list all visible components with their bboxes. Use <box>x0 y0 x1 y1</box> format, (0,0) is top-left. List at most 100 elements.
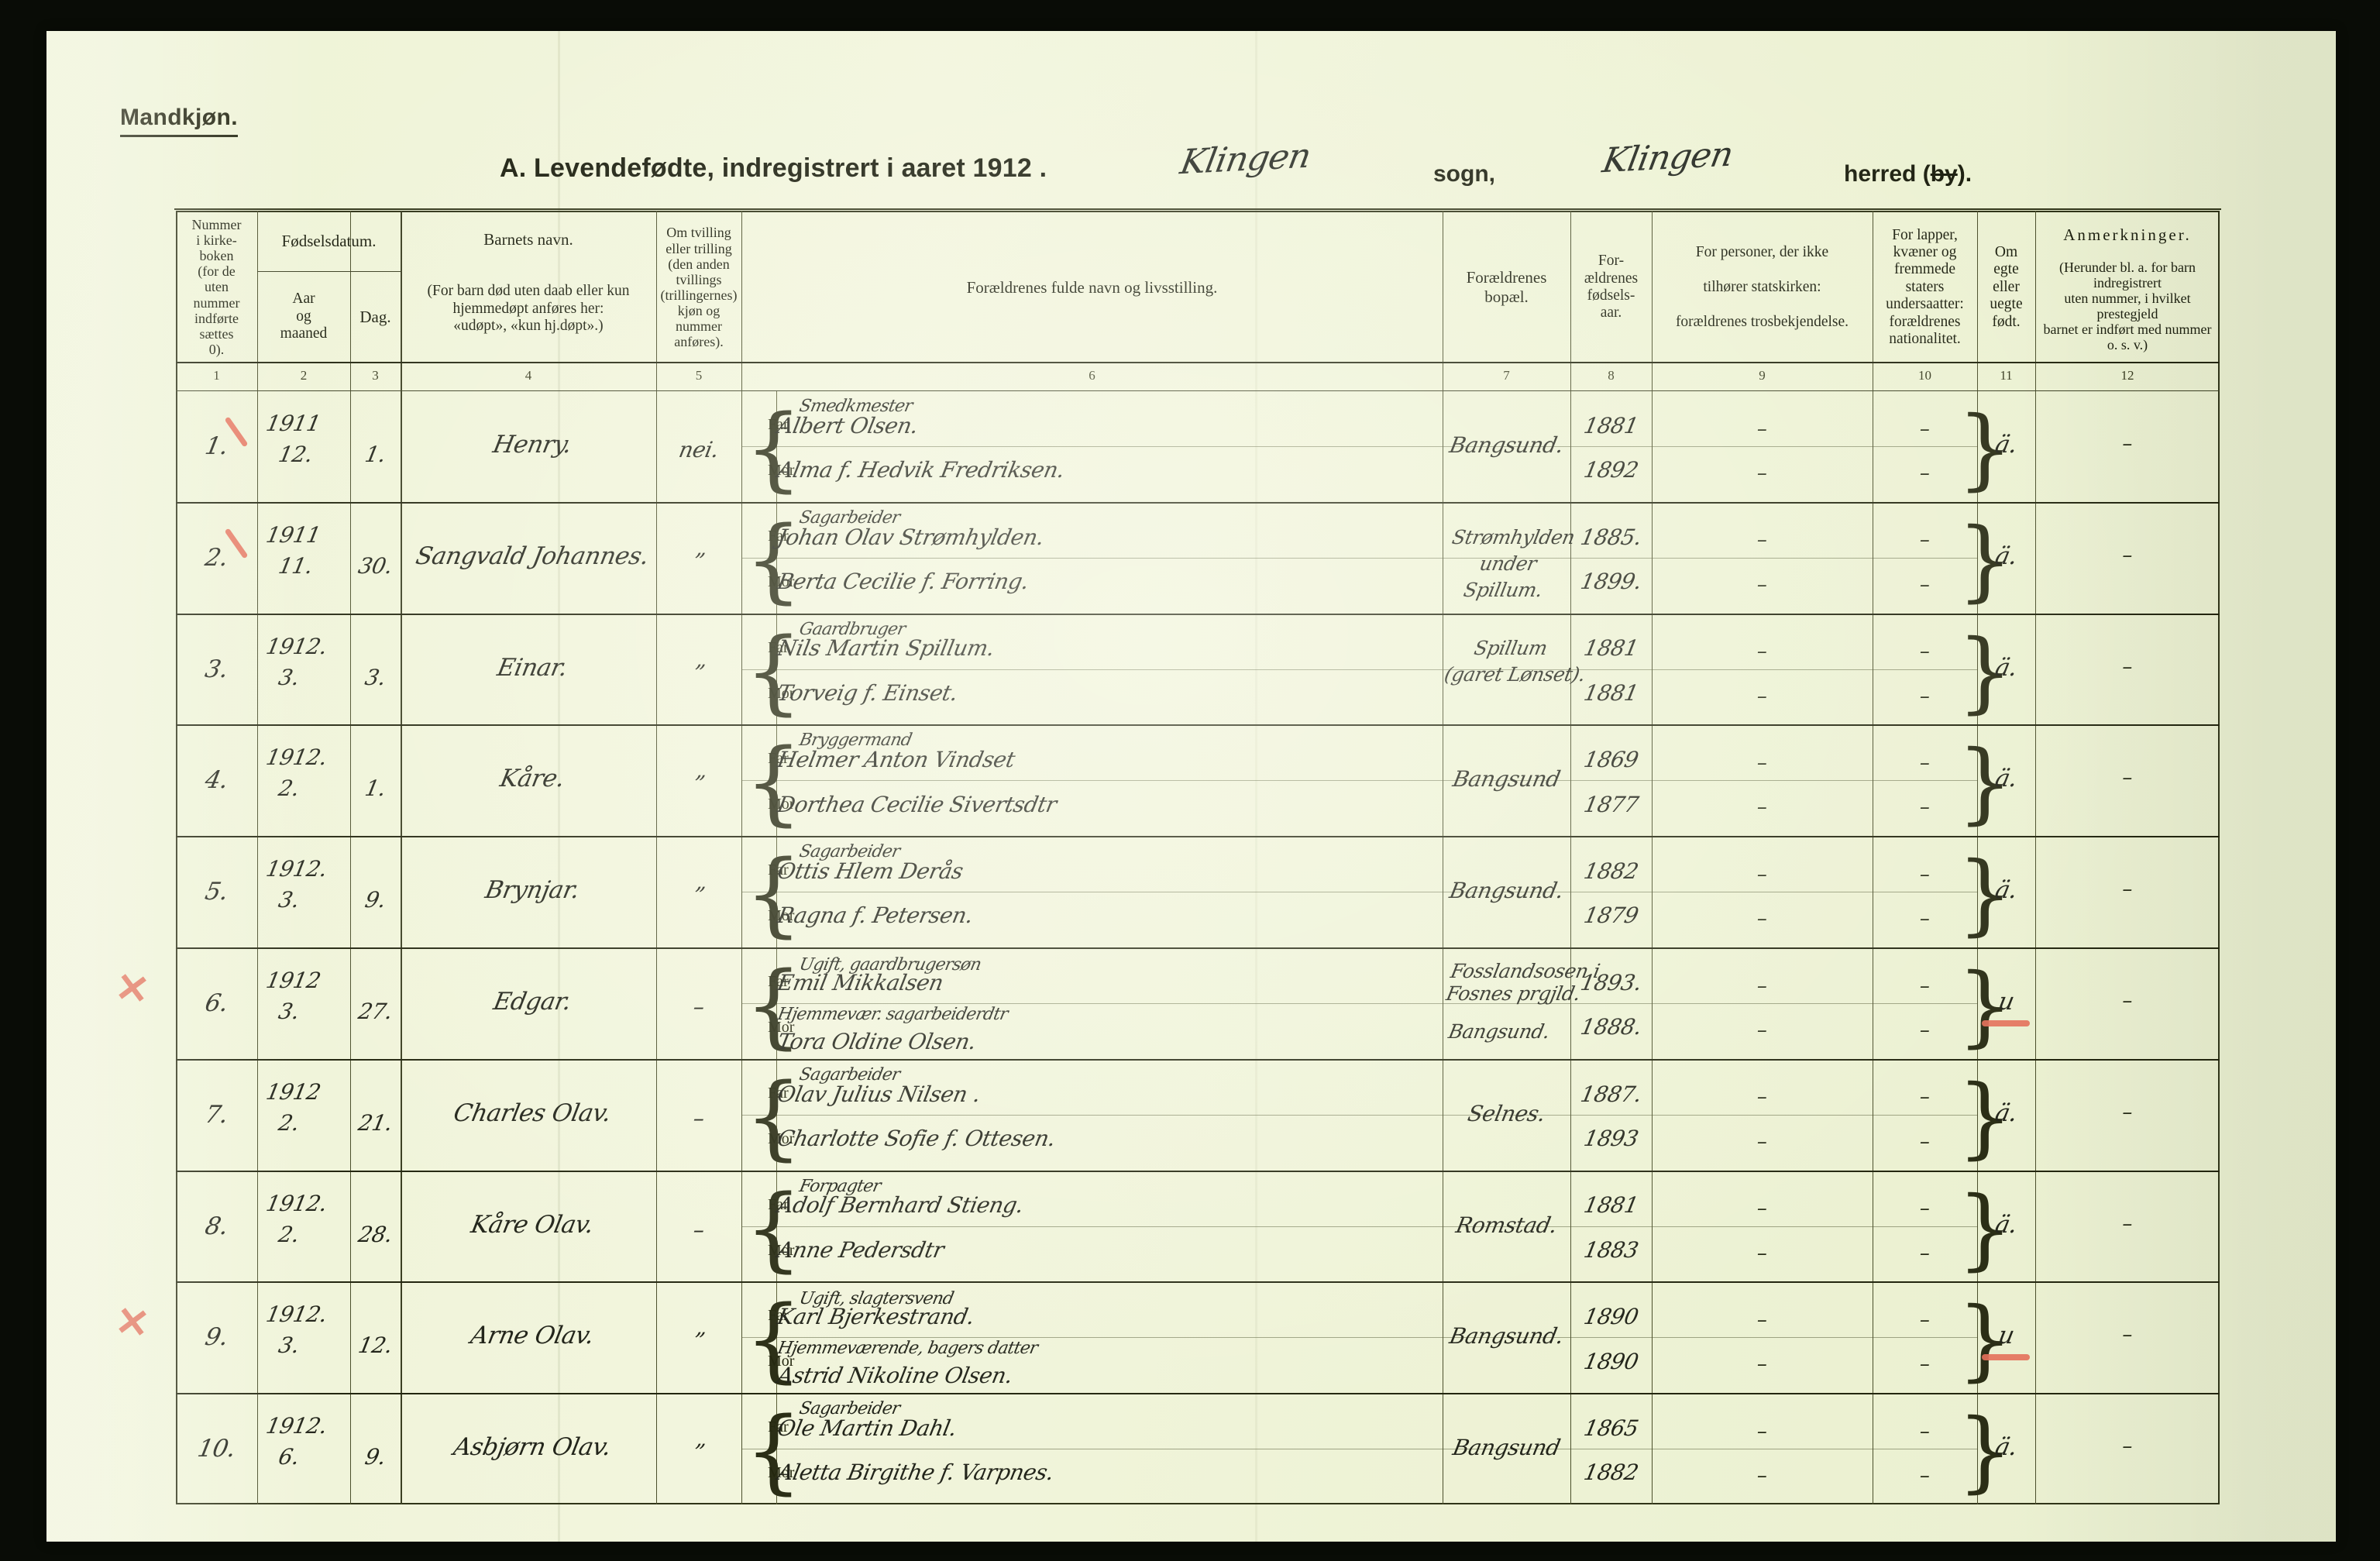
far-mor-separator <box>741 557 1652 559</box>
table-row-number: 6. <box>202 989 231 1017</box>
table-row-remarks: – <box>2120 1435 2135 1459</box>
table-row-twin-note: ” <box>690 548 707 574</box>
table-row-birth-year: 1911 <box>263 410 323 436</box>
table-row-remarks: – <box>2120 989 2135 1013</box>
table-row-far-label: Far <box>768 1084 789 1102</box>
page-title: A. Levendefødte, indregistrert i aaret 1… <box>500 153 1047 183</box>
column-number-7: 7 <box>1503 368 1510 383</box>
table-row-birth-day: 9. <box>363 887 388 913</box>
table-row-remarks: – <box>2120 655 2135 679</box>
table-row-mor-label: Mor <box>768 1019 795 1037</box>
sex-heading: Mandkjøn. <box>120 105 238 137</box>
table-row-far-label: Far <box>768 416 789 434</box>
table-row-birth-year: 1912. <box>263 1301 329 1328</box>
red-underline-mark <box>1982 1019 2030 1026</box>
table-row-father-birthyear: 1887. <box>1578 1081 1644 1107</box>
table-row-birth-year: 1912. <box>263 1413 329 1439</box>
table-row-father-birthyear: 1869 <box>1581 747 1641 773</box>
table-row-mother-occupation: Hjemmeværende, bagers datter <box>776 1339 1040 1359</box>
column-number-2: 2 <box>300 368 308 383</box>
table-row-remarks: – <box>2120 1323 2135 1347</box>
table-row-residence: Selnes. <box>1465 1100 1548 1126</box>
table-row-egte-brace: } <box>1957 1288 2014 1391</box>
table-row-egte-brace: } <box>1957 1176 2014 1280</box>
far-mor-separator <box>1652 669 1977 670</box>
row-separator <box>176 1058 2220 1061</box>
table-row-child-name: Henry. <box>490 430 574 459</box>
red-underline-mark <box>1982 1354 2030 1361</box>
far-mor-separator <box>1652 1337 1977 1339</box>
fodselsdatum-split-rule <box>257 271 401 272</box>
header-dag: Dag. <box>359 307 391 326</box>
table-row-remarks: – <box>2120 878 2135 902</box>
table-row-child-name: Arne Olav. <box>468 1322 597 1350</box>
far-mor-separator <box>1652 557 1977 559</box>
column-divider <box>1652 211 1653 1504</box>
far-mor-separator <box>741 445 1652 447</box>
column-divider <box>2035 211 2036 1504</box>
row-separator <box>176 613 2220 615</box>
row-separator <box>176 1393 2220 1395</box>
column-divider <box>1570 211 1571 1504</box>
table-row-mother-name: Aletta Birgithe f. Varpnes. <box>775 1460 1056 1486</box>
column-number-5: 5 <box>695 368 703 383</box>
table-row-father-birthyear: 1881 <box>1581 412 1641 438</box>
table-row-residence: Bangsund. <box>1447 878 1566 904</box>
column-divider <box>1977 211 1978 1504</box>
row-separator <box>176 501 2220 504</box>
table-row-mor-label: Mor <box>768 462 795 480</box>
table-row-egte-uegte: u <box>1996 987 2017 1016</box>
table-row-twin-note: nei. <box>676 436 721 462</box>
table-row-mother-birthyear: 1883 <box>1581 1236 1641 1263</box>
column-number-11: 11 <box>2000 368 2013 383</box>
header-nationalitet: For lapper, kvæner og fremmede staters und… <box>1886 226 1964 348</box>
table-row-residence: Bangsund. <box>1447 432 1566 458</box>
table-row-creed-dash-mor: – <box>1755 684 1770 708</box>
table-row-residence: Spillum (garet Lønset). <box>1442 637 1587 686</box>
table-row-birth-day: 1. <box>363 775 388 802</box>
table-row-remarks: – <box>2120 1100 2135 1124</box>
table-row-birth-year: 1912. <box>263 633 329 659</box>
column-number-10: 10 <box>1918 368 1931 383</box>
table-row-egte-uegte: u <box>1996 1322 2017 1350</box>
table-row-mother-birthyear: 1888. <box>1578 1014 1644 1040</box>
table-row-far-mor-brace: { <box>745 1174 803 1281</box>
table-row-creed-dash-mor: – <box>1755 572 1770 597</box>
table-row-mor-label: Mor <box>768 907 795 925</box>
table-row-egte-brace: } <box>1957 397 2014 500</box>
table-row-creed-dash-mor: – <box>1755 907 1770 931</box>
table-row-birth-year: 1912. <box>263 744 329 771</box>
table-row-father-birthyear: 1882 <box>1581 858 1641 884</box>
table-row-far-label: Far <box>768 973 789 991</box>
header-egte-uegte: Om egte eller uegte født. <box>1990 243 2023 330</box>
table-row-mother-name: Torveig f. Einset. <box>775 679 960 706</box>
far-mor-separator <box>1652 1002 1977 1004</box>
table-row-birth-year: 1912. <box>263 856 329 882</box>
far-mor-separator <box>741 1002 1652 1004</box>
table-row-birth-month: 12. <box>276 441 315 467</box>
table-row-egte-uegte: ä. <box>1993 1210 2020 1239</box>
herred-label: herred (by). <box>1844 161 1972 187</box>
table-row-father-name: Karl Bjerkestrand. <box>775 1304 977 1330</box>
column-divider <box>656 211 657 1504</box>
table-row-twin-note: ” <box>690 1439 707 1466</box>
header-barnets-navn: Barnets navn. <box>483 229 573 249</box>
row-separator <box>176 1281 2220 1284</box>
table-row-far-label: Far <box>768 750 789 768</box>
table-row-egte-uegte: ä. <box>1993 1433 2020 1462</box>
column-number-12: 12 <box>2120 368 2134 383</box>
table-row-residence: Strømhylden under Spillum. <box>1450 525 1577 601</box>
table-row-residence: Fosslandsosen i Fosnes prgjld. <box>1444 960 1602 1005</box>
table-row-mor-label: Mor <box>768 1241 795 1259</box>
table-row-father-name: Ottis Hlem Derås <box>775 858 965 884</box>
header-barnets-navn-note: (For barn død uten daab eller kun hjemmed… <box>427 283 630 335</box>
table-row-twin-note: – <box>691 1105 707 1131</box>
table-row-remarks: – <box>2120 543 2135 567</box>
table-row-creed-dash-far: – <box>1755 862 1770 886</box>
birth-register-table: Nummer i kirke-boken (for de uten nummer indf… <box>112 208 2221 1504</box>
table-row-egte-brace: } <box>1957 1064 2014 1168</box>
table-row-father-birthyear: 1885. <box>1578 524 1644 550</box>
table-row-child-name: Charles Olav. <box>451 1099 614 1127</box>
table-row-father-name: Helmer Anton Vindset <box>775 747 1017 773</box>
table-row-creed-dash-far: – <box>1755 417 1770 441</box>
